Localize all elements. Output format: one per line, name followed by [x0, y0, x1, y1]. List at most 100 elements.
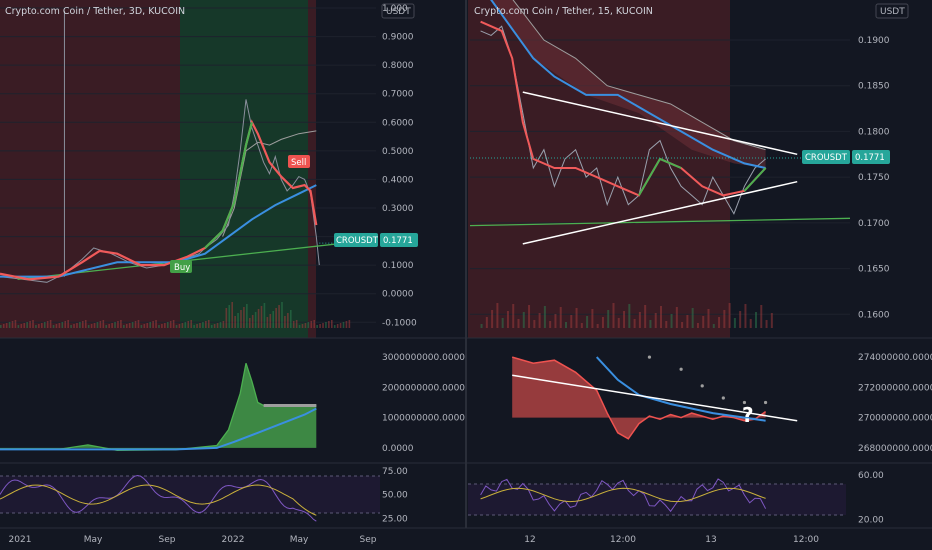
volume-bar [137, 320, 140, 328]
left-ind-tick: 1000000000.0000 [382, 414, 465, 424]
volume-bar [760, 305, 763, 328]
volume-bar [612, 303, 615, 328]
volume-bar [744, 304, 747, 328]
volume-bar [5, 323, 8, 328]
volume-bar [202, 322, 204, 328]
left-y-tick: 0.9000 [382, 33, 414, 43]
volume-bar [46, 321, 49, 328]
volume-bar [11, 321, 14, 328]
sell-signal-badge[interactable] [288, 155, 310, 168]
left-x-tick: May [290, 535, 309, 545]
volume-bar [336, 324, 339, 328]
volume-bar [213, 324, 216, 328]
right-price-symbol: CROUSDT [805, 153, 848, 163]
volume-bar [248, 318, 251, 328]
left-currency-label[interactable]: USDT [386, 7, 411, 17]
right-price-value: 0.1771 [855, 153, 885, 163]
volume-bar [313, 320, 316, 328]
volume-bar [723, 310, 726, 328]
left-indicator-plot[interactable] [0, 362, 317, 451]
volume-bar [240, 310, 242, 328]
left-y-tick: 0.0000 [382, 290, 414, 300]
volume-bar [480, 324, 483, 328]
volume-bar [565, 322, 567, 328]
volume-bar [128, 323, 131, 328]
volume-bar [222, 321, 225, 328]
volume-bar [728, 303, 731, 328]
left-ind-ma [0, 407, 317, 451]
volume-bar [187, 321, 190, 328]
left-y-tick: 1.000 [382, 4, 408, 14]
volume-bar [707, 309, 710, 328]
volume-bar [260, 306, 263, 328]
volume-bar [263, 303, 266, 328]
volume-bar [533, 320, 536, 328]
right-y-tick: 0.1700 [858, 219, 890, 229]
volume-bar [281, 302, 283, 328]
left-ind-tick: 3000000000.0000 [382, 353, 465, 363]
left-y-tick: 0.8000 [382, 61, 414, 71]
volume-bar [90, 324, 93, 328]
left-y-tick: 0.5000 [382, 147, 414, 157]
volume-bar [348, 320, 351, 328]
volume-bar [696, 323, 699, 328]
right-support-line [469, 217, 851, 227]
question-mark-annotation: ? [742, 403, 754, 427]
right-x-tick: 12 [524, 535, 535, 545]
volume-bar [58, 323, 61, 328]
left-x-tick: Sep [159, 535, 176, 545]
volume-bar [559, 307, 562, 328]
left-y-tick: -0.1000 [382, 318, 417, 328]
volume-bar [272, 311, 275, 328]
volume-bar [84, 320, 87, 328]
volume-bar [649, 320, 652, 328]
volume-bar [292, 321, 295, 328]
volume-bar [172, 320, 175, 328]
volume-bar [580, 323, 583, 328]
volume-bar [102, 320, 105, 328]
volume-bar [770, 313, 773, 328]
volume-bar [219, 322, 222, 328]
right-indicator-plot[interactable] [511, 355, 798, 440]
volume-bar [234, 316, 236, 328]
volume-bar [549, 321, 552, 328]
volume-bar [114, 322, 116, 328]
volume-bar [175, 325, 178, 328]
volume-bar [517, 319, 520, 328]
volume-bar [278, 305, 280, 328]
volume-bar [586, 316, 589, 328]
volume-bar [134, 321, 137, 328]
right-ind-trendline [512, 374, 798, 422]
volume-bar [485, 317, 488, 328]
volume-bar [607, 310, 610, 328]
right-ema-green [638, 157, 682, 196]
volume-bar [96, 322, 99, 328]
left-chart-title: Crypto.com Coin / Tether, 3D, KUCOIN [5, 6, 185, 17]
volume-bar [316, 325, 318, 328]
buy-signal-badge[interactable] [170, 260, 192, 273]
volume-bar [166, 322, 169, 328]
right-y-tick: 0.1650 [858, 265, 890, 275]
right-ema-line [480, 20, 767, 197]
right-ma-line [490, 0, 766, 169]
right-main-plot[interactable] [469, 0, 851, 328]
volume-bar [23, 323, 26, 328]
left-rsi-plot[interactable] [0, 474, 317, 522]
volume-bar [330, 320, 333, 328]
left-ma2-line [222, 130, 317, 237]
volume-bar [169, 321, 172, 328]
left-price-line [0, 99, 320, 283]
volume-bar [125, 324, 128, 328]
volume-bar [739, 311, 742, 328]
right-rsi-plot[interactable] [480, 478, 767, 513]
volume-bar [82, 321, 84, 328]
volume-bar [325, 322, 327, 328]
volume-bar [164, 323, 166, 328]
volume-bar [266, 317, 269, 328]
right-currency-label[interactable]: USDT [880, 7, 905, 17]
right-ema-green2 [743, 167, 767, 192]
right-y-tick: 0.1850 [858, 82, 890, 92]
left-ma-line [0, 184, 317, 278]
volume-bar [686, 315, 689, 328]
